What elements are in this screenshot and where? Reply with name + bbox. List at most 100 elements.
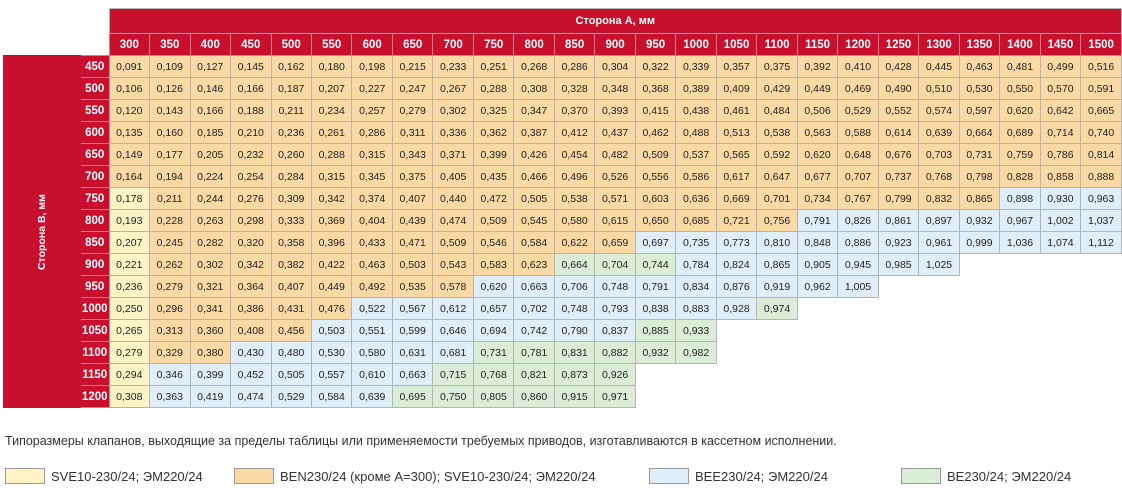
legend-swatch [5,468,45,484]
table-cell: 0,251 [472,55,515,78]
table-cell: 0,567 [391,297,434,320]
row-header: 550 [79,99,110,122]
table-cell: 0,166 [230,77,272,100]
table-cell: 0,759 [999,143,1041,166]
table-cell: 0,886 [837,231,879,254]
table-cell: 0,742 [513,319,555,342]
table-cell: 0,236 [270,121,312,144]
table-cell: 0,224 [189,165,232,188]
table-cell: 0,490 [877,77,920,100]
table-cell: 0,873 [553,363,596,386]
table-cell: 0,506 [796,99,839,122]
table-cell: 0,546 [472,231,515,254]
table-row: 550 0,120 0,143 0,166 0,188 0,211 0,234 0,257 0,… [4,99,1122,122]
table-cell: 1,036 [999,231,1041,254]
table-cell: 0,834 [675,275,717,298]
table-cell: 0,967 [999,209,1041,232]
table-corner [3,8,110,34]
table-cell: 0,315 [351,143,393,166]
table-cell: 0,282 [189,231,232,254]
table-cell: 0,407 [270,275,312,298]
table-cell: 0,288 [472,77,515,100]
table-row: 950 0,236 0,279 0,321 0,364 0,407 0,449 0,492 0,… [4,275,1122,298]
table-cell: 0,329 [149,341,191,364]
row-header: 1200 [79,385,110,408]
table-cell: 0,232 [230,143,272,166]
column-header: 800 [513,33,555,56]
table-cell: 0,233 [432,55,474,78]
table-cell: 0,469 [837,77,879,100]
table-cell: 0,799 [877,187,920,210]
table-row: 1100 0,279 0,329 0,380 0,430 0,480 0,530 0,580 0… [4,341,1122,364]
table-cell: 0,382 [270,253,312,276]
table-cell: 0,826 [837,209,879,232]
legend-item: BE230/24; ЭМ220/24 [901,467,1071,485]
table-cell: 0,357 [715,55,758,78]
table-cell: 0,405 [432,165,474,188]
column-header: 900 [594,33,636,56]
column-header: 1200 [837,33,879,56]
table-cell: 0,308 [513,77,555,100]
table-cell: 0,499 [1039,55,1082,78]
table-cell: 0,848 [796,231,839,254]
table-cell: 0,371 [432,143,474,166]
legend-swatch [649,468,689,484]
table-cell: 0,748 [594,275,636,298]
table-cell: 0,265 [108,319,151,342]
table-cell: 0,592 [756,143,798,166]
table-cell: 0,415 [634,99,677,122]
table-cell: 0,321 [189,275,232,298]
table-cell: 0,333 [270,209,312,232]
table-cell: 0,790 [553,319,596,342]
table-cell: 0,731 [472,341,515,364]
table-cell: 0,438 [675,99,717,122]
empty-area [716,319,1122,342]
side-b-header: Сторона В, мм [3,55,81,408]
table-cell: 0,888 [1080,165,1122,188]
table-cell: 0,714 [1039,121,1082,144]
table-cell: 0,091 [108,55,151,78]
table-cell: 0,545 [513,209,555,232]
table-cell: 0,650 [634,209,677,232]
table-cell: 0,805 [472,385,515,408]
table-cell: 0,399 [189,363,232,386]
table-cell: 0,731 [958,143,1001,166]
table-cell: 0,320 [230,231,272,254]
table-cell: 0,358 [270,231,312,254]
table-cell: 0,346 [149,363,191,386]
table-cell: 0,831 [553,341,596,364]
table-cell: 0,106 [108,77,151,100]
column-header: 1250 [877,33,920,56]
table-cell: 0,565 [715,143,758,166]
table-cell: 0,268 [513,55,555,78]
table-cell: 0,860 [513,385,555,408]
table-cell: 0,505 [270,363,312,386]
table-cell: 0,677 [796,165,839,188]
row-header: 1050 [79,319,110,342]
table-cell: 0,721 [715,209,758,232]
column-header: 1400 [999,33,1041,56]
table-cell: 0,325 [472,99,515,122]
table-cell: 0,821 [513,363,555,386]
table-cell: 0,897 [918,209,960,232]
column-header: 1300 [918,33,960,56]
table-cell: 0,503 [391,253,434,276]
table-cell: 0,496 [553,165,596,188]
row-header: 500 [79,77,110,100]
column-header: 1000 [675,33,717,56]
table-cell: 0,396 [310,231,353,254]
legend: SVE10-230/24; ЭМ220/24 BEN230/24 (кроме А… [5,467,1115,485]
table-cell: 0,342 [310,187,353,210]
table-cell: 0,339 [675,55,717,78]
table-cell: 0,865 [958,187,1001,210]
row-header: 1150 [79,363,110,386]
table-cell: 1,037 [1080,209,1122,232]
table-cell: 0,482 [594,143,636,166]
table-cell: 0,474 [432,209,474,232]
table-cell: 0,689 [999,121,1041,144]
table-cell: 1,005 [837,275,879,298]
table-cell: 0,734 [796,187,839,210]
table-cell: 0,737 [877,165,920,188]
table-cell: 0,509 [472,209,515,232]
table-cell: 0,784 [675,253,717,276]
